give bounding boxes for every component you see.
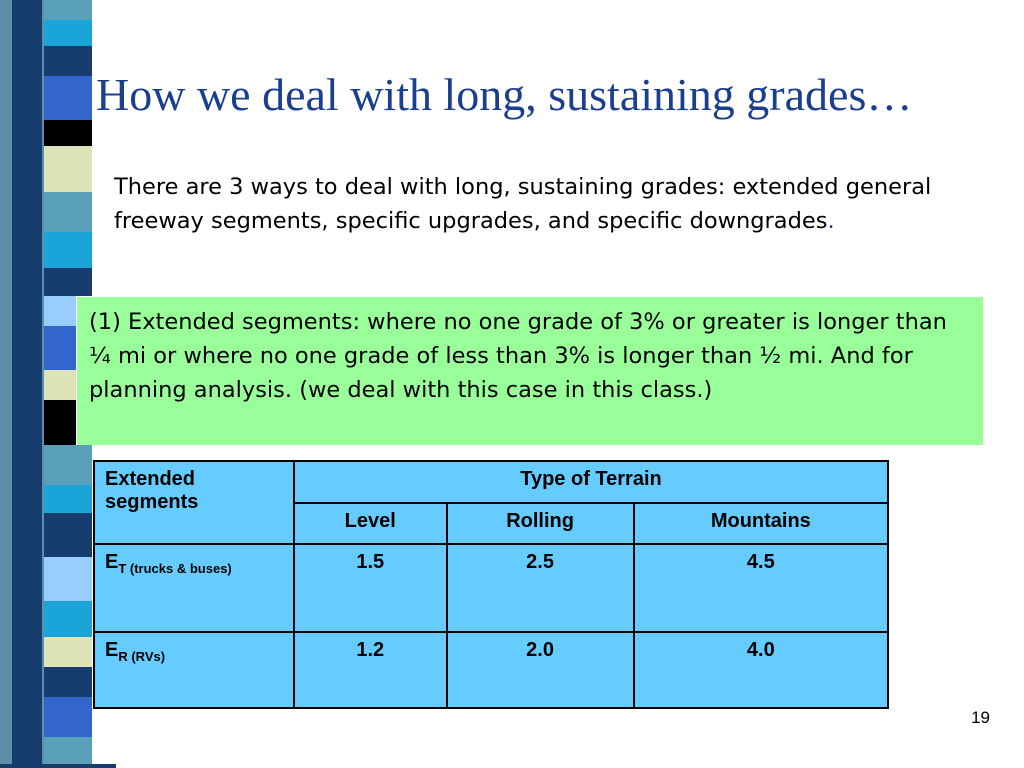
table-row: ER (RVs) 1.2 2.0 4.0 xyxy=(93,631,890,709)
column-header-level: Level xyxy=(293,501,448,545)
passenger-car-equivalents-table: Extended segments Type of Terrain Level … xyxy=(93,460,890,709)
table-cell: 2.5 xyxy=(445,543,635,633)
row-subscript: T (trucks & buses) xyxy=(118,561,232,576)
column-header-rolling: Rolling xyxy=(445,501,635,545)
table-subheader-row: Level Rolling Mountains xyxy=(94,501,890,545)
column-header-mountains: Mountains xyxy=(632,501,890,545)
corner-header-cell: Extended segments xyxy=(93,460,295,545)
decorative-stripe xyxy=(0,0,116,768)
table-cell: 4.5 xyxy=(632,543,890,633)
table-cell: 2.0 xyxy=(445,631,635,709)
intro-period: . xyxy=(827,208,835,234)
row-symbol: E xyxy=(105,551,119,573)
table-cell: 4.0 xyxy=(632,631,890,709)
row-label-rvs: ER (RVs) xyxy=(93,631,295,709)
table-cell: 1.2 xyxy=(293,631,448,709)
row-label-trucks: ET (trucks & buses) xyxy=(93,543,295,633)
intro-paragraph: There are 3 ways to deal with long, sust… xyxy=(114,170,934,238)
slide-title: How we deal with long, sustaining grades… xyxy=(96,69,913,120)
page-number: 19 xyxy=(971,708,990,727)
intro-text: There are 3 ways to deal with long, sust… xyxy=(114,174,932,234)
extended-segments-callout: (1) Extended segments: where no one grad… xyxy=(77,297,983,445)
row-symbol: E xyxy=(105,639,119,661)
terrain-group-header: Type of Terrain xyxy=(293,460,889,504)
table-row: ET (trucks & buses) 1.5 2.5 4.5 xyxy=(93,543,890,633)
table-header-row: Extended segments Type of Terrain xyxy=(93,460,889,545)
row-subscript: R (RVs) xyxy=(118,649,166,664)
table-cell: 1.5 xyxy=(293,543,448,633)
